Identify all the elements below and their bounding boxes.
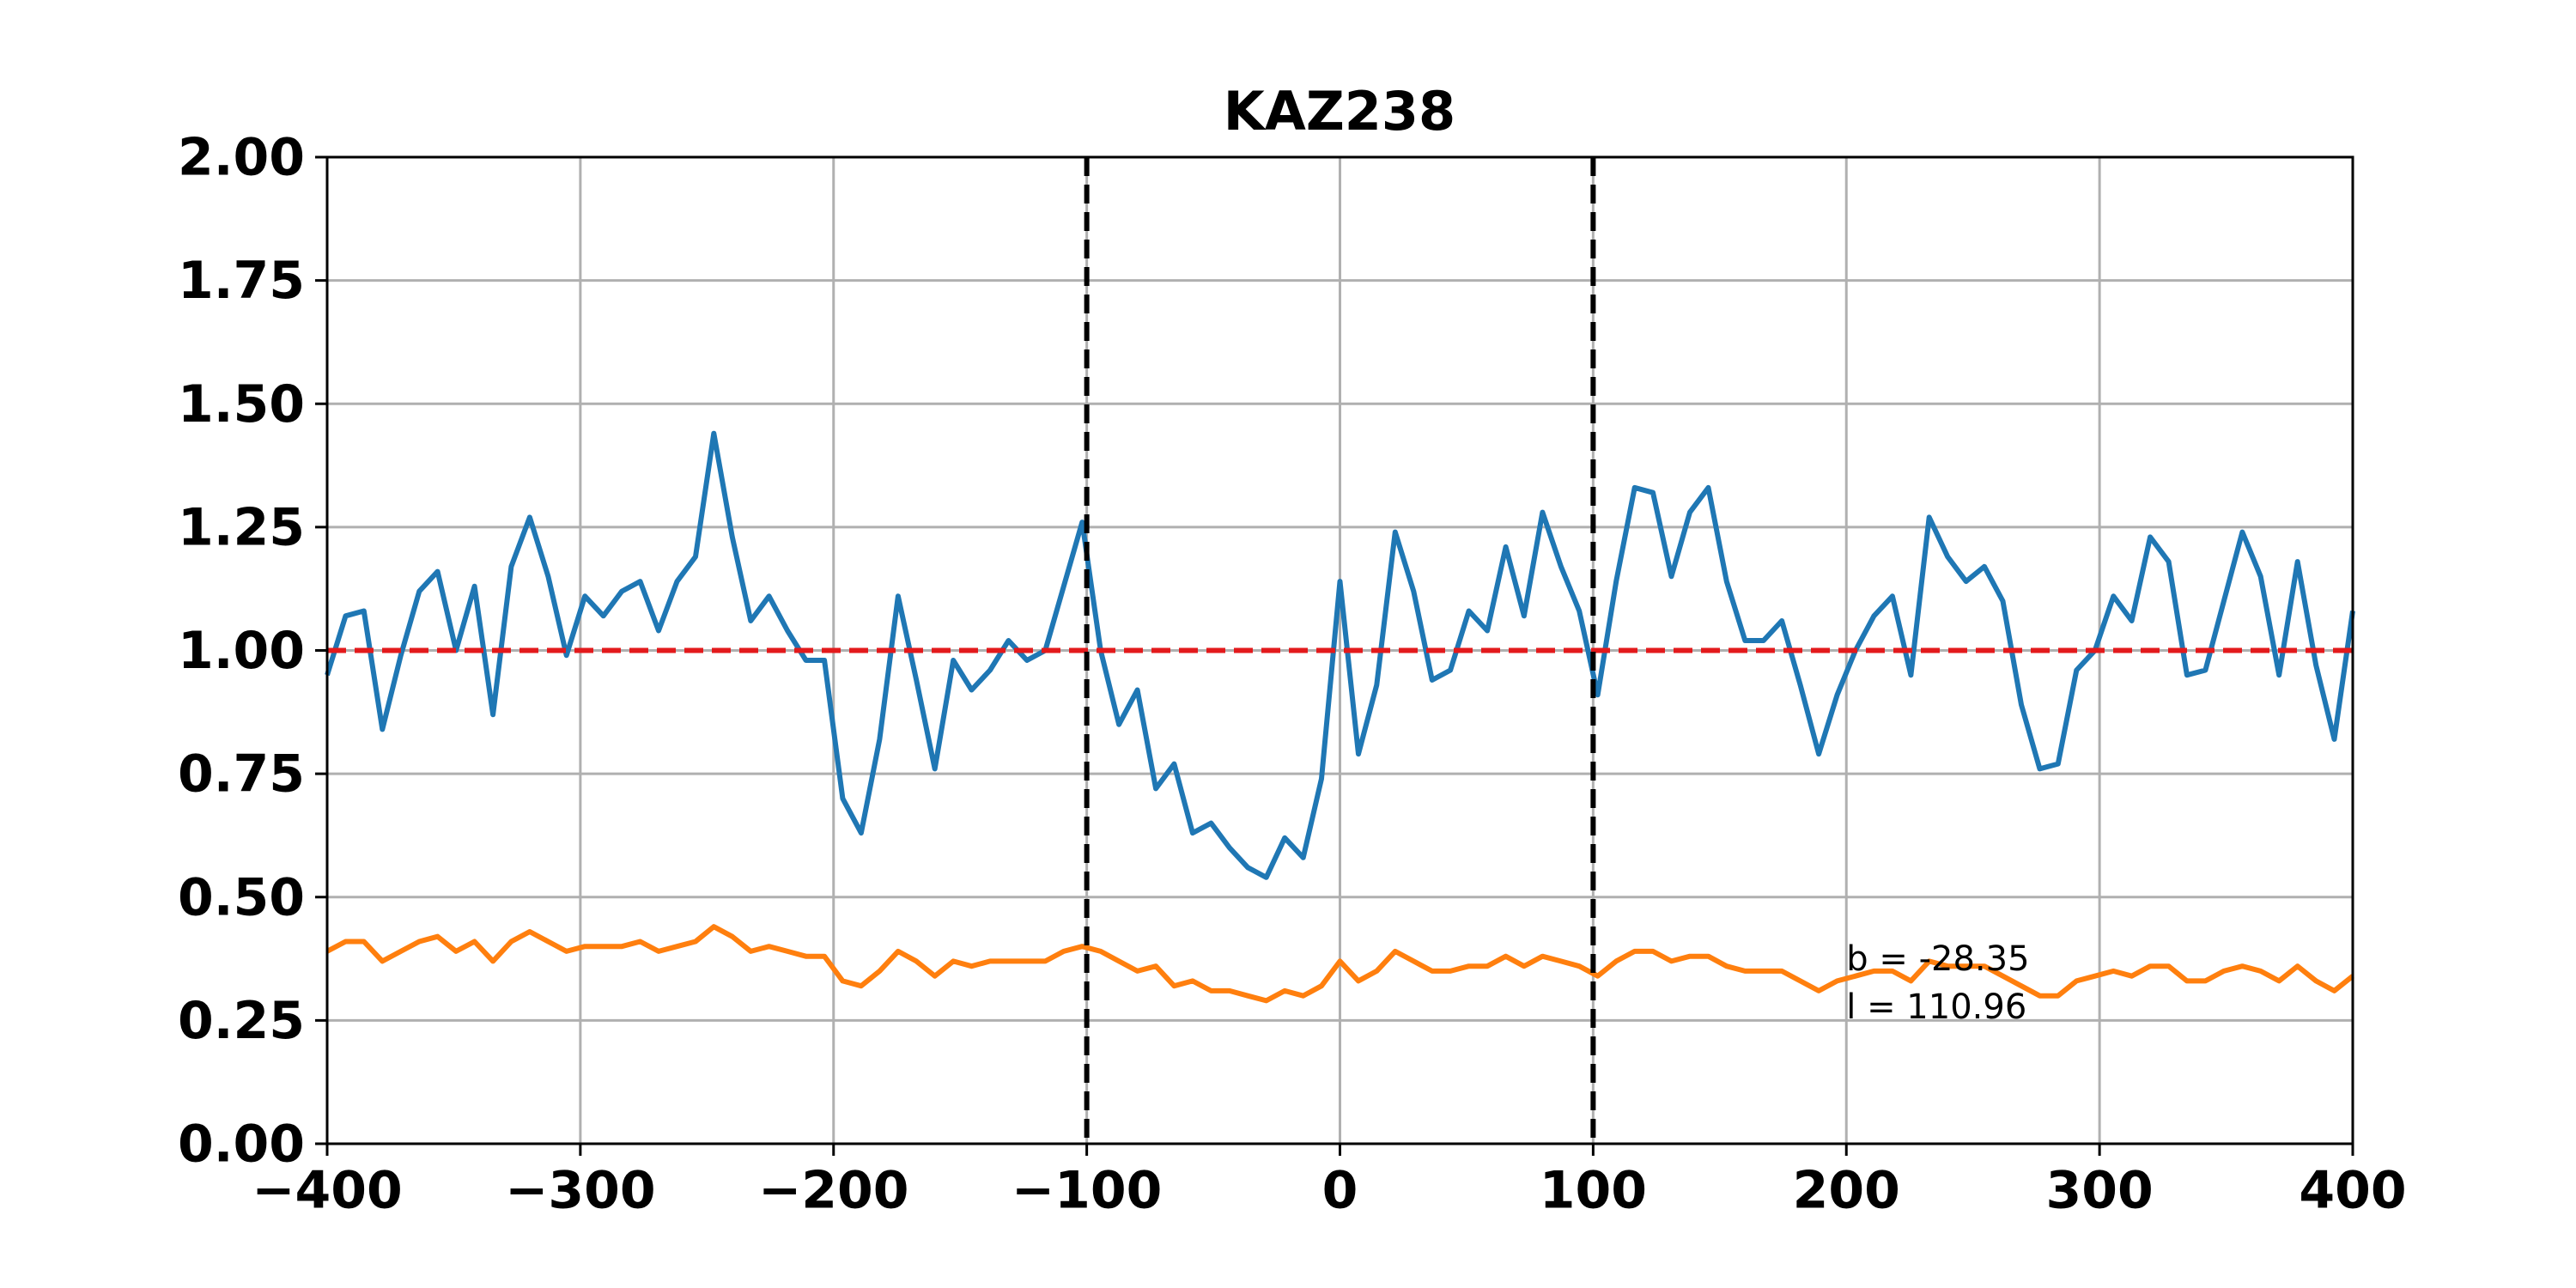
y-tick-label: 0.75: [178, 744, 305, 805]
annotation: l = 110.96: [1846, 987, 2026, 1027]
x-tick-label: −100: [1012, 1161, 1163, 1221]
y-tick-label: 0.00: [178, 1115, 305, 1175]
plot-frame: [325, 155, 2354, 1145]
data-line: [325, 924, 2354, 1004]
y-tick-label: 1.50: [178, 374, 305, 434]
x-tick-label: 200: [1793, 1161, 1900, 1221]
x-tick-label: 0: [1322, 1161, 1358, 1221]
x-tick-label: 400: [2299, 1161, 2406, 1221]
y-tick-label: 1.00: [178, 621, 305, 681]
chart-title: KAZ238: [1224, 80, 1455, 143]
y-tick-label: 0.50: [178, 867, 305, 927]
y-tick-label: 1.75: [178, 251, 305, 311]
data-line: [325, 430, 2355, 880]
y-tick-label: 1.25: [178, 497, 305, 557]
annotation: b = -28.35: [1846, 939, 2029, 979]
x-tick-label: 300: [2046, 1161, 2154, 1221]
x-tick-label: −200: [758, 1161, 909, 1221]
y-tick-label: 2.00: [178, 128, 305, 188]
y-tick-label: 0.25: [178, 991, 305, 1051]
x-tick-label: −300: [505, 1161, 656, 1221]
x-tick-label: −400: [252, 1161, 403, 1221]
x-tick-label: 100: [1540, 1161, 1647, 1221]
